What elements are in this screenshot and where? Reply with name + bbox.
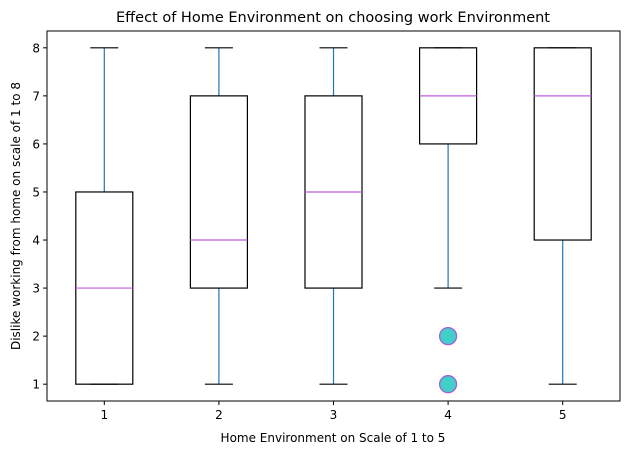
x-tick-label: 4 — [444, 408, 452, 422]
x-tick-label: 3 — [330, 408, 338, 422]
x-axis-label: Home Environment on Scale of 1 to 5 — [221, 431, 446, 445]
x-tick-label: 2 — [215, 408, 223, 422]
box-group-3 — [304, 47, 363, 385]
y-tick-label: 6 — [32, 137, 40, 151]
y-axis: 1 2 3 4 5 6 7 8 — [32, 41, 47, 392]
box-group-4 — [419, 47, 478, 394]
y-tick-label: 7 — [32, 89, 40, 103]
y-tick-label: 8 — [32, 41, 40, 55]
y-axis-label: Dislike working from home on scale of 1 … — [9, 82, 23, 350]
outlier-point — [438, 326, 458, 346]
y-tick-label: 2 — [32, 330, 40, 344]
y-tick-label: 5 — [32, 185, 40, 199]
y-tick-label: 4 — [32, 234, 40, 248]
outlier-point — [438, 375, 458, 394]
x-tick-label: 5 — [559, 408, 567, 422]
boxes-layer — [75, 47, 592, 394]
y-tick-label: 3 — [32, 282, 40, 296]
chart-title: Effect of Home Environment on choosing w… — [116, 10, 550, 26]
box-group-5 — [533, 47, 592, 385]
box-group-2 — [189, 47, 248, 385]
box-iqr — [189, 95, 248, 289]
box-group-1 — [75, 47, 134, 385]
y-tick-label: 1 — [32, 378, 40, 392]
x-axis: 1 2 3 4 5 — [100, 401, 567, 422]
box-iqr — [533, 47, 592, 241]
x-tick-label: 1 — [100, 408, 108, 422]
